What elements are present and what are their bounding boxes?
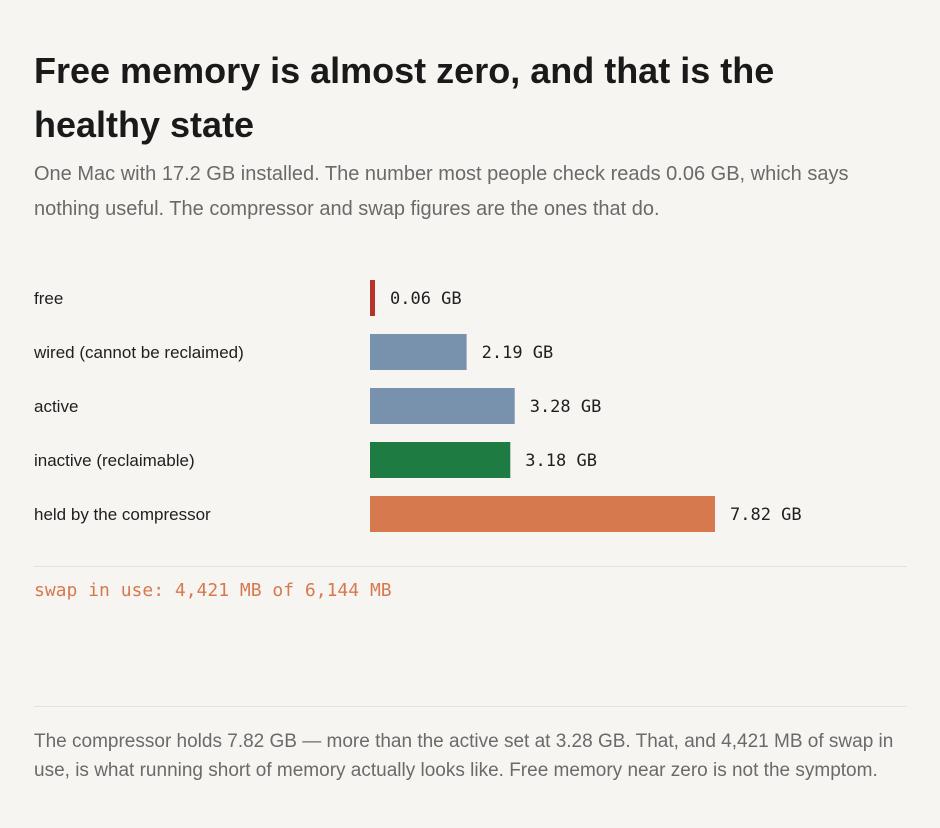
bar-4 (370, 496, 715, 532)
divider-bottom (34, 706, 907, 707)
bar-3 (370, 442, 511, 478)
bar-value-1: 2.19 GB (482, 343, 554, 363)
bar-value-2: 3.28 GB (530, 397, 602, 417)
bar-value-4: 7.82 GB (730, 505, 802, 525)
bar-value-3: 3.18 GB (525, 451, 597, 471)
bar-label-1: wired (cannot be reclaimed) (33, 343, 244, 362)
bar-label-3: inactive (reclaimable) (34, 451, 195, 470)
bar-1 (370, 334, 467, 370)
bar-label-4: held by the compressor (34, 505, 211, 524)
bar-label-0: free (34, 289, 63, 308)
bar-value-0: 0.06 GB (390, 289, 462, 309)
divider-top (34, 566, 907, 567)
swap-usage: swap in use: 4,421 MB of 6,144 MB (34, 580, 392, 601)
bar-label-2: active (34, 397, 78, 416)
page-subtitle: One Mac with 17.2 GB installed. The numb… (34, 163, 849, 220)
footnote: The compressor holds 7.82 GB — more than… (34, 731, 894, 781)
bar-2 (370, 388, 515, 424)
bar-0 (370, 280, 375, 316)
memory-bar-chart: free 0.06 GB wired (cannot be reclaimed) 2.… (33, 280, 802, 532)
page-title: Free memory is almost zero, and that is … (34, 50, 775, 145)
